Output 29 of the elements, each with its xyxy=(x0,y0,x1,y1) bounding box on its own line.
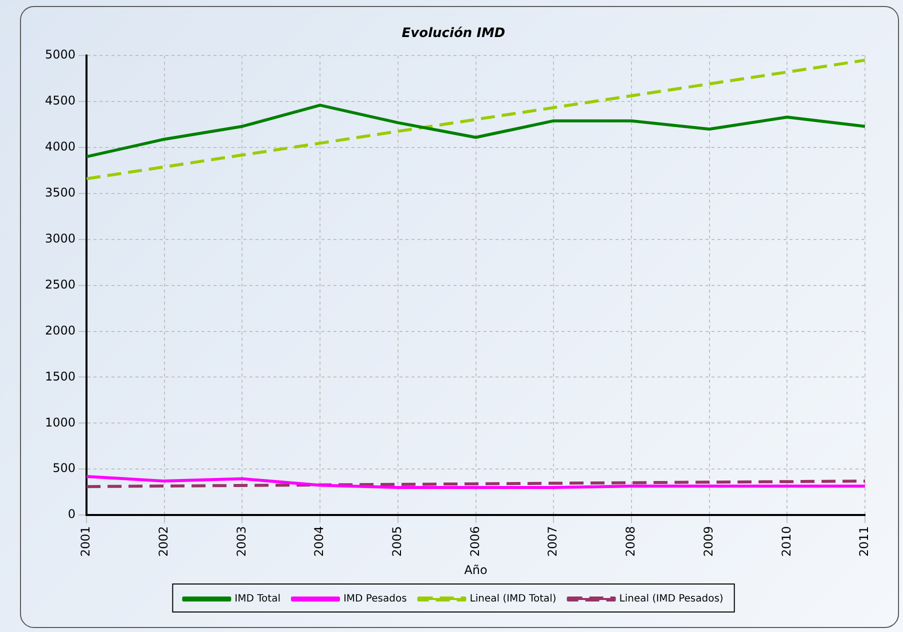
x-tick-label: 2010 xyxy=(779,526,794,557)
x-tick-label: 2007 xyxy=(546,526,560,557)
x-tick-label: 2002 xyxy=(156,526,171,557)
y-tick-label: 4000 xyxy=(44,140,76,154)
y-tick-label: 5000 xyxy=(44,48,76,62)
y-tick-label: 1000 xyxy=(44,415,76,430)
line-series xyxy=(85,58,866,180)
y-tick-label: 0 xyxy=(68,507,76,522)
chart-title: Evolución IMD xyxy=(402,26,506,42)
x-tick-label: 2008 xyxy=(624,526,638,557)
x-axis-title: Año xyxy=(464,562,488,577)
y-tick-label: 3500 xyxy=(44,186,76,200)
legend-label: IMD Pesados xyxy=(343,594,407,605)
x-tick-label: 2009 xyxy=(701,526,716,557)
legend-label: Lineal (IMD Pesados) xyxy=(619,594,724,605)
y-tick-label: 2500 xyxy=(44,277,76,292)
y-tick-label: 500 xyxy=(52,461,76,476)
y-tick-label: 2000 xyxy=(44,323,76,338)
legend-label: IMD Total xyxy=(234,594,280,605)
y-tick-label: 1500 xyxy=(44,369,76,384)
x-tick-label: 2006 xyxy=(468,526,482,557)
x-tick-label: 2001 xyxy=(78,526,93,557)
y-tick-label: 4500 xyxy=(44,94,76,108)
legend-label: Lineal (IMD Total) xyxy=(470,594,556,605)
x-tick-label: 2011 xyxy=(857,526,872,557)
x-tick-label: 2004 xyxy=(312,526,326,557)
y-tick-label: 3000 xyxy=(44,232,76,246)
x-tick-label: 2003 xyxy=(234,526,248,557)
x-tick-label: 2005 xyxy=(390,526,404,557)
